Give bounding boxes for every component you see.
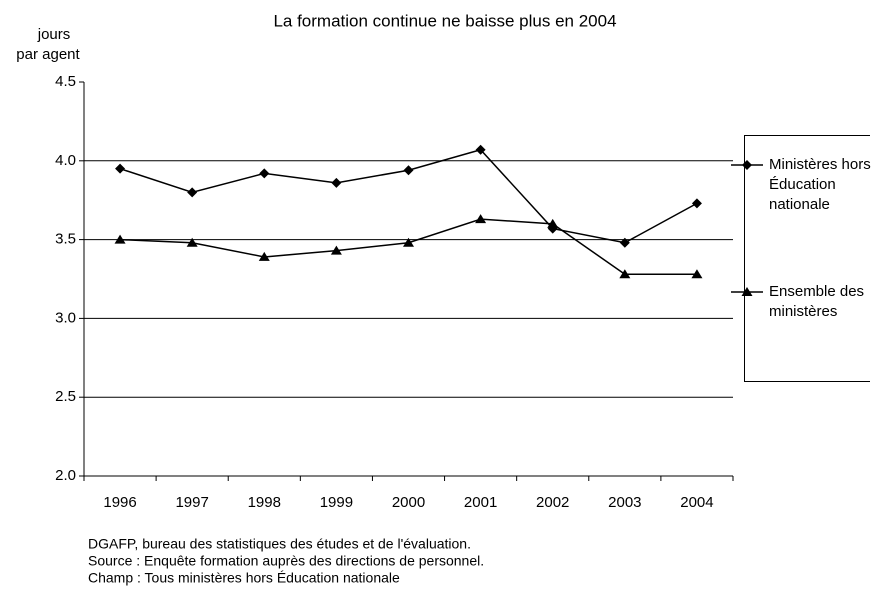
x-tick-label: 2002 xyxy=(536,494,569,511)
y-tick-label: 4.5 xyxy=(55,73,76,90)
y-axis-label: jours xyxy=(37,26,71,43)
chart-title: La formation continue ne baisse plus en … xyxy=(273,11,616,30)
triangle-marker xyxy=(547,218,559,228)
triangle-marker xyxy=(619,269,631,279)
triangle-marker xyxy=(114,234,126,244)
x-tick-label: 2000 xyxy=(392,494,425,511)
triangle-marker xyxy=(691,269,703,279)
x-tick-label: 1999 xyxy=(320,494,353,511)
y-tick-label: 2.0 xyxy=(55,467,76,484)
footnote: DGAFP, bureau des statistiques des étude… xyxy=(88,536,471,552)
triangle-marker xyxy=(403,237,414,247)
y-tick-label: 3.0 xyxy=(55,309,76,326)
x-tick-label: 2001 xyxy=(464,494,497,511)
diamond-marker xyxy=(331,177,342,188)
y-tick-label: 3.5 xyxy=(55,231,76,248)
diamond-marker xyxy=(259,168,270,179)
diamond-marker xyxy=(403,165,414,176)
diamond-marker xyxy=(115,163,126,174)
triangle-marker xyxy=(186,237,198,247)
legend-label: Ministères hors Éducation nationale xyxy=(769,156,871,213)
footnote: Champ : Tous ministères hors Éducation n… xyxy=(88,570,400,586)
diamond-marker xyxy=(475,144,486,155)
x-tick-label: 1998 xyxy=(248,494,281,511)
diamond-marker xyxy=(619,237,630,248)
legend: Ministères hors Éducation nationale Ensem… xyxy=(744,135,871,382)
y-tick-label: 4.0 xyxy=(55,152,76,169)
x-tick-label: 1997 xyxy=(175,494,208,511)
x-tick-label: 2003 xyxy=(608,494,641,511)
series-line xyxy=(119,148,698,244)
triangle-marker xyxy=(475,214,487,224)
legend-label: Ensemble des ministères xyxy=(769,283,865,320)
x-tick-label: 2004 xyxy=(680,494,713,511)
triangle-marker xyxy=(258,251,270,261)
x-tick-label: 1996 xyxy=(103,494,136,511)
diamond-marker xyxy=(691,198,702,209)
y-tick-label: 2.5 xyxy=(55,388,76,405)
diamond-marker xyxy=(187,187,198,198)
footnote: Source : Enquête formation auprès des di… xyxy=(88,553,484,569)
y-axis-label: par agent xyxy=(16,46,80,63)
triangle-marker xyxy=(330,245,342,255)
